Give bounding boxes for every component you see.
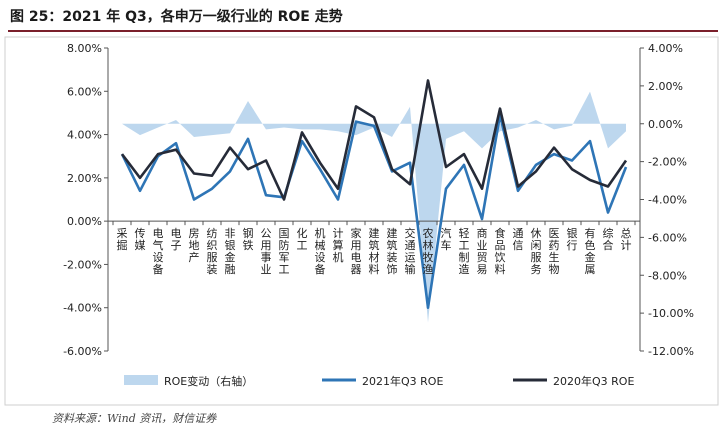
- source-note: 资料来源：Wind 资讯，财信证券: [52, 410, 216, 426]
- right-y-tick-label: 2.00%: [648, 80, 683, 93]
- category-label: 总计: [621, 226, 632, 252]
- right-y-tick-label: -4.00%: [648, 194, 687, 207]
- category-label: 商业贸易: [477, 226, 488, 276]
- category-label: 汽车: [441, 226, 452, 252]
- left-y-tick-label: 0.00%: [67, 215, 102, 228]
- category-label: 机械设备: [315, 226, 326, 276]
- left-y-tick-label: -6.00%: [63, 345, 102, 358]
- category-label: 电气设备: [153, 227, 164, 276]
- category-label: 通信: [513, 227, 524, 252]
- category-label: 农林牧渔: [423, 226, 434, 276]
- right-y-tick-label: -12.00%: [648, 345, 694, 358]
- right-y-tick-label: -2.00%: [648, 156, 687, 169]
- category-label: 非银金融: [225, 227, 236, 276]
- left-y-tick-label: 8.00%: [67, 42, 102, 55]
- legend-label: 2020年Q3 ROE: [553, 374, 634, 388]
- category-label: 房地产: [189, 227, 200, 264]
- category-label: 医药生物: [549, 227, 560, 276]
- category-label: 建筑材料: [369, 226, 380, 276]
- legend-label: 2021年Q3 ROE: [362, 374, 443, 388]
- category-label: 国防军工: [279, 227, 290, 276]
- right-y-tick-label: 0.00%: [648, 118, 683, 131]
- category-label: 化工: [297, 226, 308, 252]
- right-y-tick-label: -10.00%: [648, 307, 694, 320]
- right-y-tick-label: -8.00%: [648, 269, 687, 282]
- category-label: 纺织服装: [207, 226, 218, 276]
- category-label: 公用事业: [261, 227, 272, 276]
- category-label: 建筑装饰: [387, 226, 398, 276]
- legend-label: ROE变动（右轴）: [164, 374, 253, 388]
- category-label: 综合: [603, 226, 614, 252]
- left-y-tick-label: -2.00%: [63, 258, 102, 271]
- category-label: 家用电器: [351, 226, 362, 276]
- category-label: 有色金属: [585, 226, 596, 276]
- category-label: 传媒: [135, 227, 146, 252]
- category-label: 采掘: [117, 227, 128, 252]
- left-y-tick-label: -4.00%: [63, 302, 102, 315]
- left-y-tick-label: 6.00%: [67, 85, 102, 98]
- category-label: 银行: [567, 226, 578, 252]
- category-label: 轻工制造: [459, 226, 470, 276]
- category-label: 电子: [171, 227, 182, 252]
- category-label: 食品饮料: [495, 226, 506, 276]
- left-y-tick-label: 4.00%: [67, 129, 102, 142]
- category-label: 交通运输: [405, 226, 416, 276]
- right-y-tick-label: -6.00%: [648, 231, 687, 244]
- legend-swatch-roe-change: [124, 375, 158, 385]
- left-y-tick-label: 2.00%: [67, 172, 102, 185]
- category-label: 钢铁: [243, 227, 254, 252]
- category-label: 休闲服务: [531, 227, 542, 276]
- category-label: 计算机: [333, 227, 344, 264]
- right-y-tick-label: 4.00%: [648, 42, 683, 55]
